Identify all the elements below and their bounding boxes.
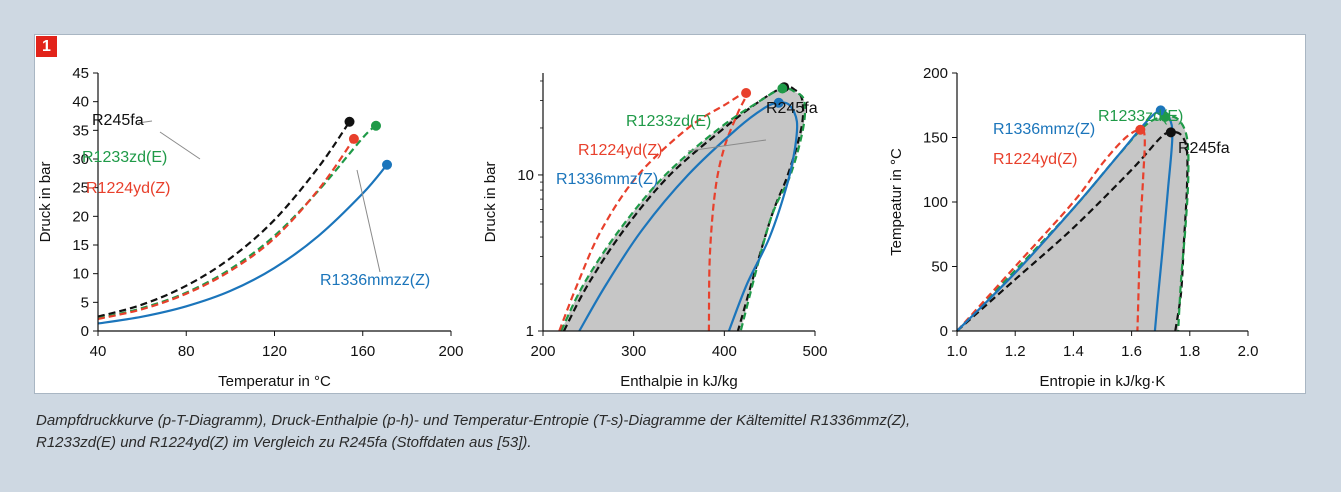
x-tick-label: 200 — [438, 343, 463, 360]
chart-pT-axes: 40 80 120 160 200 0 5 10 15 20 25 30 35 40 45 Temperatu… — [37, 65, 464, 390]
leader-line — [159, 131, 201, 160]
y-axis-label: Druck in bar — [482, 162, 499, 243]
figure-caption: Dampfdruckkurve (p-T-Diagramm), Druck-En… — [36, 410, 1286, 454]
x-tick-label: 1.4 — [1063, 343, 1084, 360]
caption-line-1: Dampfdruckkurve (p-T-Diagramm), Druck-En… — [36, 412, 911, 429]
x-tick-label: 300 — [621, 343, 646, 360]
series-line-r245fa — [97, 121, 351, 318]
x-tick-label: 1.2 — [1005, 343, 1026, 360]
series-label-r245fa: R245fa — [92, 112, 144, 129]
y-tick-label: 35 — [72, 122, 89, 139]
chart-Ts-series — [956, 105, 1190, 332]
y-tick-label: 15 — [72, 237, 89, 254]
chart-ph-series — [558, 82, 807, 332]
chart-pT-series — [97, 116, 393, 325]
series-line-r1224yd-z — [97, 138, 355, 321]
series-label-r1224yd-z: R1224yd(Z) — [993, 151, 1077, 168]
y-tick-label: 30 — [72, 151, 89, 168]
series-label-r1233zd-e: R1233zd(E) — [626, 113, 711, 130]
y-tick-label: 50 — [931, 259, 948, 276]
series-label-r1336mmz-z: R1336mmz(Z) — [993, 121, 1095, 138]
series-label-r1233zd-e: R1233zd(E) — [82, 149, 167, 166]
figure-number-badge: 1 — [36, 36, 57, 57]
chart-ph-axes: 200 300 400 500 1 10 Enthalpie in kJ/kg Druck i… — [482, 73, 828, 390]
critical-point-r1233zd-e — [370, 120, 381, 131]
x-tick-label: 120 — [262, 343, 287, 360]
y-tick-label: 40 — [72, 94, 89, 111]
x-tick-label: 160 — [350, 343, 375, 360]
x-axis-label: Enthalpie in kJ/kg — [620, 373, 738, 390]
x-tick-label: 40 — [90, 343, 107, 360]
x-tick-label: 1.8 — [1179, 343, 1200, 360]
critical-point-r1336mmz-z — [773, 97, 784, 108]
x-axis-label: Entropie in kJ/kg·K — [1040, 373, 1166, 390]
y-axis-label: Tempeatur in °C — [888, 148, 905, 256]
x-tick-label: 400 — [712, 343, 737, 360]
y-tick-label: 100 — [923, 194, 948, 211]
y-tick-label: 0 — [81, 323, 89, 340]
critical-point-r1233zd-e — [777, 83, 788, 94]
chart-Ts-axes: 1.0 1.2 1.4 1.6 1.8 2.0 0 50 100 150 200 Entropie i… — [888, 65, 1258, 390]
critical-point-r1224yd-z — [348, 133, 359, 144]
chart-pT-annotations: R245fa R1233zd(E) R1224yd(Z) R1336mmzz(Z) — [82, 112, 430, 289]
chart-ph-annotations: R1233zd(E) R245fa R1224yd(Z) R1336mmz(Z) — [556, 100, 818, 188]
leader-line — [356, 169, 381, 273]
y-axis-label: Druck in bar — [37, 162, 54, 243]
two-phase-dome-fill — [561, 88, 806, 332]
y-tick-label: 10 — [72, 266, 89, 283]
y-tick-label: 10 — [517, 167, 534, 184]
chart-Ts-annotations: R1336mmz(Z)R1233zd(E) R1224yd(Z) R245fa — [993, 108, 1230, 168]
series-line-r1336mmz-z — [97, 163, 388, 325]
x-tick-label: 80 — [178, 343, 195, 360]
y-tick-label: 200 — [923, 65, 948, 82]
y-tick-label: 5 — [81, 294, 89, 311]
x-tick-label: 1.6 — [1121, 343, 1142, 360]
y-tick-label: 25 — [72, 180, 89, 197]
y-tick-label: 20 — [72, 208, 89, 225]
x-axis-label: Temperatur in °C — [218, 373, 331, 390]
series-label-r1233zd-e: R1233zd(E) — [1098, 108, 1183, 125]
critical-point-r245fa — [344, 116, 355, 127]
series-label-r1336mmz-z: R1336mmzz(Z) — [320, 272, 430, 289]
critical-point-r1336mmz-z — [1155, 105, 1166, 116]
critical-point-r1336mmz-z — [382, 159, 393, 170]
series-label-r1336mmz-z: R1336mmz(Z) — [556, 171, 658, 188]
x-tick-label: 200 — [530, 343, 555, 360]
series-dome-r1224yd-z — [956, 128, 1146, 332]
leader-line — [137, 120, 153, 124]
leader-line — [687, 139, 767, 152]
series-dome-r1224yd-z — [558, 91, 748, 332]
series-label-r1224yd-z: R1224yd(Z) — [86, 180, 170, 197]
y-tick-label: 1 — [526, 323, 534, 340]
series-label-r1224yd-z: R1224yd(Z) — [578, 142, 662, 159]
series-label-r245fa: R245fa — [1178, 140, 1230, 157]
critical-point-r1224yd-z — [1135, 124, 1146, 135]
x-tick-label: 1.0 — [947, 343, 968, 360]
series-label-r245fa: R245fa — [766, 100, 818, 117]
critical-point-r1224yd-z — [741, 88, 752, 99]
x-tick-label: 500 — [802, 343, 827, 360]
x-tick-label: 2.0 — [1238, 343, 1259, 360]
caption-line-2: R1233zd(E) und R1224yd(Z) im Vergleich z… — [36, 434, 532, 451]
series-dome-r245fa — [956, 131, 1189, 332]
y-tick-label: 45 — [72, 65, 89, 82]
y-tick-label: 150 — [923, 130, 948, 147]
critical-point-r245fa — [1165, 127, 1176, 138]
y-tick-label: 0 — [940, 323, 948, 340]
